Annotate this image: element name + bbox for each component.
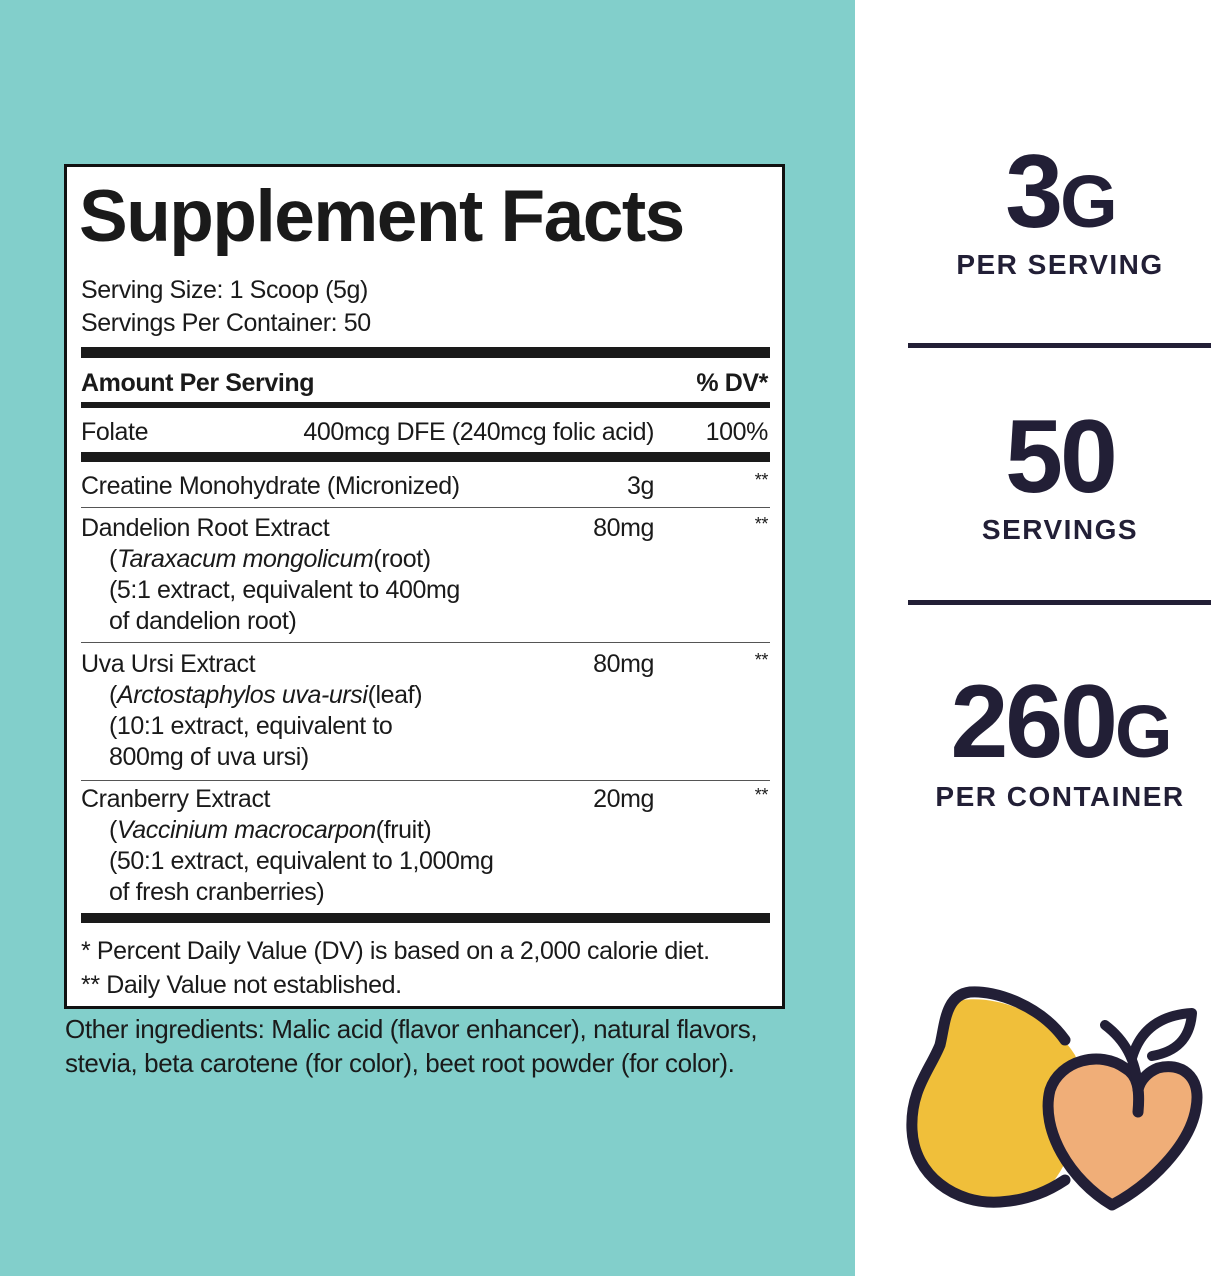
row-name: Creatine Monohydrate (Micronized)	[81, 472, 460, 500]
plant-part: (fruit)	[375, 816, 432, 844]
row-amount: 80mg	[593, 514, 654, 542]
divider	[81, 507, 770, 508]
stat-number: 260	[950, 664, 1118, 780]
servings-per-container: Servings Per Container: 50	[81, 309, 371, 337]
row-detail: 800mg of uva ursi)	[109, 743, 309, 771]
stat-value: 260G	[900, 667, 1214, 787]
plant-part: (leaf)	[367, 681, 423, 709]
row-detail: of fresh cranberries)	[109, 878, 325, 906]
latin-name: Taraxacum mongolicum	[116, 545, 374, 573]
stat-caption: PER SERVING	[956, 249, 1164, 280]
stat-caption: SERVINGS	[981, 514, 1139, 545]
stat-value: 3G	[900, 137, 1214, 257]
label-title: Supplement Facts	[79, 176, 685, 257]
serving-size: Serving Size: 1 Scoop (5g)	[81, 276, 368, 304]
divider	[81, 642, 770, 643]
footnote-dv: * Percent Daily Value (DV) is based on a…	[81, 937, 710, 965]
row-dv: **	[754, 470, 769, 490]
amount-header: Amount Per Serving	[81, 369, 315, 397]
supplement-facts-label: Supplement Facts Serving Size: 1 Scoop (…	[64, 164, 785, 1009]
row-name: Folate	[81, 418, 149, 446]
row-amount: 20mg	[593, 785, 654, 813]
row-dv: **	[754, 650, 769, 670]
stat-number: 50	[1005, 399, 1118, 515]
divider	[908, 343, 1211, 348]
row-name: Cranberry Extract	[81, 785, 271, 813]
row-dv: **	[754, 514, 769, 534]
row-amount: 80mg	[593, 650, 654, 678]
latin-name: Vaccinium macrocarpon	[116, 816, 376, 844]
plant-part: (root)	[373, 545, 431, 573]
divider	[81, 402, 770, 408]
divider	[81, 452, 770, 462]
divider	[81, 913, 770, 923]
row-detail: (50:1 extract, equivalent to 1,000mg	[109, 847, 494, 875]
dv-header: % DV*	[696, 369, 768, 397]
other-ingredients: Other ingredients: Malic acid (flavor en…	[65, 1014, 758, 1078]
latin-name: Arctostaphylos uva-ursi	[116, 681, 368, 709]
row-amount: 3g	[626, 472, 654, 500]
row-amount: 400mcg DFE (240mcg folic acid)	[303, 418, 654, 446]
stat-caption: PER CONTAINER	[935, 781, 1185, 812]
pear-and-peach-icon	[906, 986, 1203, 1211]
row-dv: 100%	[705, 418, 769, 446]
row-detail: (10:1 extract, equivalent to	[109, 712, 393, 740]
stat-unit: G	[1114, 690, 1173, 773]
row-dv: **	[754, 785, 769, 805]
divider	[81, 347, 770, 358]
stat-unit: G	[1060, 160, 1118, 243]
row-name: Uva Ursi Extract	[81, 650, 256, 678]
row-source: (Vaccinium macrocarpon(fruit)	[109, 816, 432, 844]
row-detail: (5:1 extract, equivalent to 400mg	[109, 576, 460, 604]
row-detail: of dandelion root)	[109, 607, 297, 635]
divider	[908, 600, 1211, 605]
stat-value: 50	[900, 402, 1214, 522]
footnote-not-established: ** Daily Value not established.	[81, 971, 402, 999]
divider	[81, 780, 770, 781]
stat-number: 3	[1005, 134, 1063, 250]
row-source: (Arctostaphylos uva-ursi(leaf)	[109, 681, 423, 709]
row-source: (Taraxacum mongolicum(root)	[109, 545, 431, 573]
row-name: Dandelion Root Extract	[81, 514, 330, 542]
